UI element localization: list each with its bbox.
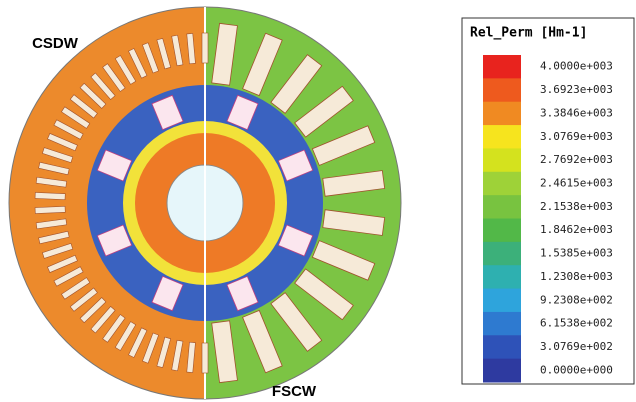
legend-swatch	[483, 242, 521, 266]
legend-swatch	[483, 148, 521, 172]
legend-label: 6.1538e+002	[540, 317, 613, 330]
legend-label: 1.8462e+003	[540, 223, 613, 236]
legend-swatch	[483, 265, 521, 289]
legend-label: 2.7692e+003	[540, 153, 613, 166]
legend-swatch	[483, 172, 521, 196]
legend-swatch	[483, 359, 521, 383]
stator-slot	[202, 343, 208, 373]
legend-label: 3.3846e+003	[540, 106, 613, 119]
legend-title: Rel_Perm [Hm-1]	[470, 26, 587, 41]
legend-label: 2.1538e+003	[540, 200, 613, 213]
legend-label: 4.0000e+003	[540, 60, 613, 73]
legend-label: 1.2308e+003	[540, 270, 613, 283]
legend-label: 0.0000e+000	[540, 363, 613, 376]
stator-slot	[202, 33, 208, 63]
legend-swatch	[483, 195, 521, 219]
legend-label: 9.2308e+002	[540, 293, 613, 306]
legend-swatch	[483, 78, 521, 102]
legend-swatch	[483, 102, 521, 126]
legend-label: 3.6923e+003	[540, 83, 613, 96]
legend-swatch	[483, 55, 521, 79]
legend-label: 3.0769e+003	[540, 130, 613, 143]
legend-swatch	[483, 312, 521, 336]
legend-label: 3.0769e+002	[540, 340, 613, 353]
legend-label: 1.5385e+003	[540, 247, 613, 260]
legend-swatch	[483, 335, 521, 359]
legend-swatch	[483, 289, 521, 313]
stator-slot	[35, 206, 65, 213]
label-right: FSCW	[272, 383, 317, 400]
legend: Rel_Perm [Hm-1] 4.0000e+003 3.6923e+003 3.…	[462, 18, 634, 384]
field-plot: CSDW FSCW Rel_Perm [Hm-1] 4.0000e+003 3.6…	[0, 0, 636, 402]
stator-slot	[35, 192, 65, 199]
legend-swatch	[483, 125, 521, 149]
screenshot: CSDW FSCW Rel_Perm [Hm-1] 4.0000e+003 3.6…	[0, 0, 636, 402]
label-left: CSDW	[32, 35, 79, 52]
legend-label: 2.4615e+003	[540, 176, 613, 189]
legend-swatch	[483, 219, 521, 243]
motor-cross-section	[9, 7, 401, 399]
